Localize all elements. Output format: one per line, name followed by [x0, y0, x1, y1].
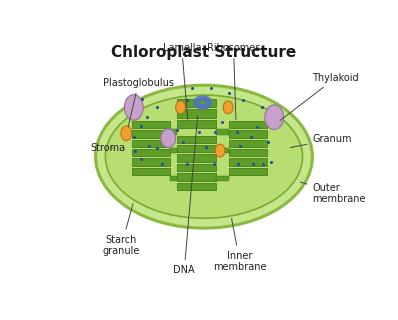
- Bar: [229, 121, 267, 128]
- Bar: [216, 176, 229, 181]
- Text: Plastoglobulus: Plastoglobulus: [103, 78, 174, 127]
- Bar: [229, 168, 267, 175]
- Ellipse shape: [176, 101, 185, 114]
- Bar: [178, 155, 216, 162]
- Bar: [132, 140, 170, 147]
- Bar: [229, 158, 267, 166]
- Text: Granum: Granum: [291, 134, 352, 148]
- Ellipse shape: [215, 144, 225, 157]
- Ellipse shape: [105, 95, 302, 218]
- Bar: [229, 149, 267, 156]
- Bar: [178, 120, 216, 128]
- Text: Starch
granule: Starch granule: [103, 204, 140, 256]
- Ellipse shape: [265, 105, 283, 130]
- Text: Stroma: Stroma: [91, 143, 126, 153]
- Text: DNA: DNA: [174, 116, 197, 275]
- Ellipse shape: [223, 101, 233, 114]
- Ellipse shape: [96, 85, 312, 228]
- Bar: [178, 145, 216, 153]
- Bar: [132, 158, 170, 166]
- Bar: [178, 99, 216, 107]
- Bar: [170, 148, 178, 153]
- Text: Inner
membrane: Inner membrane: [213, 219, 266, 272]
- Ellipse shape: [121, 126, 132, 141]
- Text: Lamella: Lamella: [162, 43, 201, 119]
- Bar: [229, 130, 267, 138]
- Bar: [132, 168, 170, 175]
- Bar: [178, 173, 216, 180]
- Bar: [178, 109, 216, 118]
- Bar: [170, 130, 178, 135]
- Bar: [229, 140, 267, 147]
- Bar: [178, 136, 216, 143]
- Text: Ribosomes: Ribosomes: [207, 43, 260, 119]
- Bar: [132, 149, 170, 156]
- Bar: [178, 182, 216, 190]
- Text: Chloroplast Structure: Chloroplast Structure: [111, 44, 297, 60]
- Bar: [132, 130, 170, 138]
- Ellipse shape: [125, 95, 143, 120]
- Text: Outer
membrane: Outer membrane: [300, 182, 366, 204]
- Bar: [170, 176, 178, 181]
- Bar: [132, 121, 170, 128]
- Bar: [216, 148, 229, 153]
- Bar: [216, 130, 229, 135]
- Bar: [178, 164, 216, 171]
- Text: Thylakoid: Thylakoid: [280, 73, 359, 121]
- Ellipse shape: [161, 129, 176, 148]
